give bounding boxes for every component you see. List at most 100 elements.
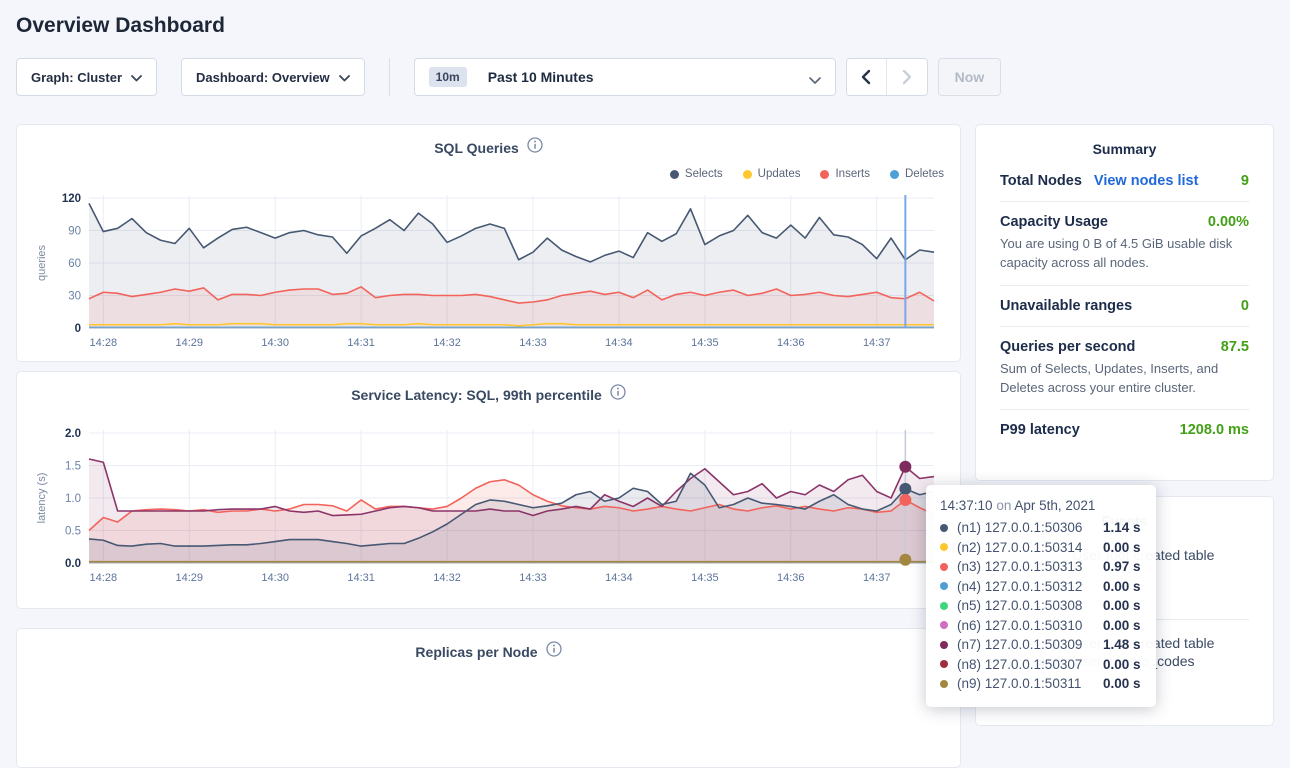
dashboard-dropdown[interactable]: Dashboard: Overview bbox=[181, 58, 365, 96]
series-color-dot bbox=[940, 679, 948, 688]
legend-item[interactable]: Selects bbox=[669, 166, 723, 182]
previous-time-button[interactable] bbox=[846, 59, 887, 95]
service-latency-chart[interactable]: 14:28 14:29 14:30 14:31 14:32 14:33 14:34 14:35… bbox=[33, 421, 944, 593]
chart-title: Replicas per Node bbox=[415, 643, 538, 660]
svg-text:14:28: 14:28 bbox=[90, 337, 118, 349]
chevron-down-icon bbox=[808, 73, 821, 88]
time-step-buttons bbox=[845, 58, 928, 96]
info-icon[interactable] bbox=[527, 137, 543, 158]
tooltip-node-row: (n6) 127.0.0.1:50310 0.00 s bbox=[940, 618, 1142, 633]
legend-color-dot bbox=[669, 169, 679, 179]
chevron-down-icon bbox=[338, 70, 350, 85]
series-color-dot bbox=[940, 523, 948, 532]
next-time-button[interactable] bbox=[886, 59, 927, 95]
summary-panel: Summary Total Nodes View nodes list 9 Ca… bbox=[975, 124, 1274, 481]
summary-value: 9 bbox=[1240, 173, 1249, 189]
summary-row-qps: Queries per second 87.5 Sum of Selects, … bbox=[1000, 327, 1249, 411]
legend-item[interactable]: Deletes bbox=[890, 166, 944, 182]
tooltip-node-row: (n3) 127.0.0.1:50313 0.97 s bbox=[940, 559, 1142, 574]
summary-value: 0 bbox=[1240, 297, 1249, 314]
replicas-chart-card: Replicas per Node bbox=[16, 628, 961, 768]
svg-text:60: 60 bbox=[68, 258, 81, 270]
summary-label: Unavailable ranges bbox=[1000, 297, 1133, 314]
chart-title: SQL Queries bbox=[434, 139, 519, 156]
chart-legend: Selects Updates Inserts Deletes bbox=[33, 166, 944, 182]
chevron-down-icon bbox=[131, 70, 142, 85]
svg-text:1.0: 1.0 bbox=[65, 493, 81, 505]
summary-value: 87.5 bbox=[1220, 338, 1249, 355]
summary-label: Total Nodes bbox=[1000, 173, 1082, 189]
svg-text:14:37: 14:37 bbox=[863, 337, 891, 349]
sql-queries-chart[interactable]: 14:28 14:29 14:30 14:31 14:32 14:33 14:34 14:35… bbox=[33, 186, 944, 358]
time-range-label: Past 10 Minutes bbox=[487, 69, 594, 85]
graph-dropdown[interactable]: Graph: Cluster bbox=[16, 58, 158, 96]
svg-text:14:28: 14:28 bbox=[90, 572, 118, 584]
tooltip-node-row: (n1) 127.0.0.1:50306 1.14 s bbox=[940, 520, 1142, 535]
svg-text:14:34: 14:34 bbox=[605, 337, 633, 349]
svg-text:14:29: 14:29 bbox=[175, 337, 203, 349]
svg-text:14:37: 14:37 bbox=[863, 572, 891, 584]
svg-text:90: 90 bbox=[68, 226, 81, 238]
tooltip-node-row: (n5) 127.0.0.1:50308 0.00 s bbox=[940, 598, 1142, 613]
summary-row-p99: P99 latency 1208.0 ms bbox=[1000, 410, 1249, 450]
time-range-badge: 10m bbox=[428, 67, 467, 87]
svg-text:0: 0 bbox=[75, 323, 81, 335]
summary-value: 1208.0 ms bbox=[1179, 422, 1249, 439]
svg-text:0.5: 0.5 bbox=[65, 526, 81, 538]
now-button[interactable]: Now bbox=[937, 58, 1002, 96]
info-icon[interactable] bbox=[545, 641, 562, 662]
svg-text:0.0: 0.0 bbox=[65, 558, 81, 570]
dashboard-dropdown-label: Dashboard: Overview bbox=[196, 69, 330, 85]
series-color-dot bbox=[940, 543, 948, 551]
summary-description: Sum of Selects, Updates, Inserts, and De… bbox=[1000, 360, 1219, 395]
chart-title: Service Latency: SQL, 99th percentile bbox=[351, 386, 602, 403]
legend-color-dot bbox=[890, 169, 899, 179]
series-color-dot bbox=[940, 621, 948, 629]
svg-text:queries: queries bbox=[36, 244, 48, 281]
legend-item[interactable]: Updates bbox=[742, 166, 800, 182]
time-range-picker[interactable]: 10m Past 10 Minutes bbox=[413, 58, 836, 96]
series-color-dot bbox=[940, 582, 948, 590]
tooltip-node-row: (n2) 127.0.0.1:50314 0.00 s bbox=[940, 540, 1142, 555]
chart-hover-tooltip: 14:37:10 on Apr 5th, 2021 (n1) 127.0.0.1… bbox=[926, 485, 1156, 707]
svg-text:14:36: 14:36 bbox=[777, 572, 805, 584]
controls-divider bbox=[388, 58, 390, 96]
tooltip-timestamp: 14:37:10 on Apr 5th, 2021 bbox=[940, 498, 1096, 513]
summary-row-unavailable-ranges: Unavailable ranges 0 bbox=[1000, 286, 1249, 327]
view-nodes-list-link[interactable]: View nodes list bbox=[1093, 173, 1199, 189]
info-icon[interactable] bbox=[610, 384, 626, 405]
tooltip-node-row: (n9) 127.0.0.1:50311 0.00 s bbox=[940, 676, 1142, 691]
legend-item[interactable]: Inserts bbox=[820, 166, 870, 182]
summary-value: 0.00% bbox=[1207, 214, 1249, 230]
series-color-dot bbox=[940, 640, 948, 649]
dashboard-layout: SQL Queries Selects Updates Inserts Deletes… bbox=[16, 124, 1274, 768]
summary-description: You are using 0 B of 4.5 GiB usable disk… bbox=[1000, 236, 1233, 270]
tooltip-node-row: (n8) 127.0.0.1:50307 0.00 s bbox=[940, 657, 1142, 672]
tooltip-node-row: (n4) 127.0.0.1:50312 0.00 s bbox=[940, 579, 1142, 594]
svg-text:latency (s): latency (s) bbox=[36, 473, 48, 524]
summary-label: P99 latency bbox=[1000, 422, 1080, 439]
summary-row-total-nodes: Total Nodes View nodes list 9 bbox=[1000, 161, 1249, 202]
series-color-dot bbox=[940, 601, 948, 610]
svg-text:1.5: 1.5 bbox=[65, 461, 81, 473]
svg-text:14:31: 14:31 bbox=[347, 572, 375, 584]
tooltip-node-row: (n7) 127.0.0.1:50309 1.48 s bbox=[940, 637, 1142, 652]
svg-text:14:34: 14:34 bbox=[605, 572, 633, 584]
svg-text:14:33: 14:33 bbox=[519, 337, 547, 349]
summary-title: Summary bbox=[1092, 141, 1157, 157]
svg-text:14:32: 14:32 bbox=[433, 572, 461, 584]
series-color-dot bbox=[940, 562, 948, 571]
service-latency-chart-card: Service Latency: SQL, 99th percentile 14… bbox=[16, 371, 961, 609]
legend-color-dot bbox=[820, 169, 830, 179]
charts-column: SQL Queries Selects Updates Inserts Deletes… bbox=[16, 124, 961, 768]
sql-queries-chart-card: SQL Queries Selects Updates Inserts Deletes… bbox=[16, 124, 961, 362]
summary-label: Capacity Usage bbox=[1000, 214, 1108, 230]
series-color-dot bbox=[940, 660, 948, 668]
svg-text:14:30: 14:30 bbox=[261, 572, 289, 584]
svg-text:14:35: 14:35 bbox=[691, 572, 719, 584]
svg-text:14:31: 14:31 bbox=[347, 337, 375, 349]
svg-text:30: 30 bbox=[68, 291, 81, 303]
summary-row-capacity: Capacity Usage 0.00% You are using 0 B o… bbox=[1000, 202, 1249, 286]
summary-label: Queries per second bbox=[1000, 338, 1136, 355]
svg-text:14:29: 14:29 bbox=[175, 572, 203, 584]
